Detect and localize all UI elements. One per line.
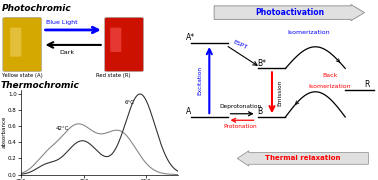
Text: Dark: Dark bbox=[59, 50, 74, 55]
FancyArrow shape bbox=[237, 151, 368, 166]
Text: 6°C: 6°C bbox=[125, 100, 135, 105]
Text: Photoactivation: Photoactivation bbox=[255, 8, 324, 17]
Text: Isomerization: Isomerization bbox=[287, 30, 330, 35]
Text: Emission: Emission bbox=[277, 80, 282, 106]
Text: Photochromic: Photochromic bbox=[2, 4, 71, 13]
Text: B: B bbox=[257, 107, 263, 116]
Text: Excitation: Excitation bbox=[197, 66, 202, 95]
Text: R: R bbox=[364, 80, 370, 89]
Text: Back: Back bbox=[322, 73, 338, 78]
Text: A*: A* bbox=[186, 33, 195, 42]
Text: Yellow state (A): Yellow state (A) bbox=[2, 73, 43, 78]
FancyBboxPatch shape bbox=[10, 28, 21, 57]
Text: B*: B* bbox=[257, 58, 266, 68]
Text: ESPT: ESPT bbox=[232, 40, 248, 51]
Text: 42°C: 42°C bbox=[55, 126, 69, 131]
FancyBboxPatch shape bbox=[105, 17, 144, 72]
Text: Deprotonation: Deprotonation bbox=[219, 104, 261, 109]
Text: Blue Light: Blue Light bbox=[46, 20, 78, 25]
FancyArrow shape bbox=[214, 4, 364, 21]
Text: Red state (R): Red state (R) bbox=[96, 73, 131, 78]
Text: Protonation: Protonation bbox=[223, 124, 257, 129]
Text: A: A bbox=[186, 107, 191, 116]
Y-axis label: Normalized
absorbance: Normalized absorbance bbox=[0, 116, 6, 148]
Text: Isomerization: Isomerization bbox=[308, 84, 351, 89]
FancyBboxPatch shape bbox=[3, 17, 42, 72]
Text: Thermochromic: Thermochromic bbox=[1, 81, 80, 90]
Text: Thermal relaxation: Thermal relaxation bbox=[265, 155, 341, 161]
FancyBboxPatch shape bbox=[110, 28, 121, 52]
